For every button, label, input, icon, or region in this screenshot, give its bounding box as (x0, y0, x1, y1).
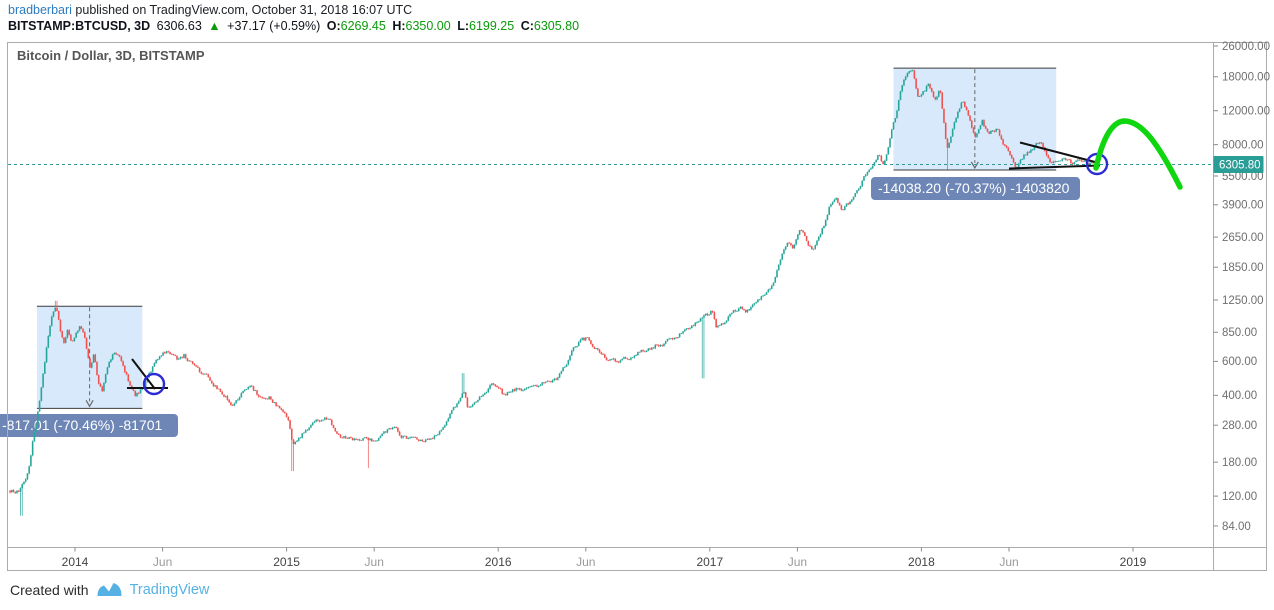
created-with-text: Created with (10, 581, 89, 598)
price-badge (1213, 156, 1264, 174)
price-tick-label: 84.00 (1222, 521, 1251, 533)
price-tick-label: 850.00 (1222, 327, 1257, 339)
symbol-name[interactable]: BITSTAMP:BTCUSD, 3D (8, 19, 151, 33)
price-tick-label: 1250.00 (1222, 295, 1264, 307)
user-drawings[interactable] (127, 118, 1183, 396)
projection-curve-drawing[interactable] (1093, 118, 1183, 190)
close-label: C: (520, 19, 534, 33)
price-tick-label: 3900.00 (1222, 200, 1264, 212)
price-tick-label: 600.00 (1222, 356, 1257, 368)
footer: Created with TradingView (10, 580, 209, 599)
trend-line[interactable] (131, 358, 156, 390)
time-tick-label: Jun (365, 555, 384, 569)
open-value: 6269.45 (340, 19, 386, 33)
quote-last-price: 6306.63 (156, 19, 202, 33)
arrow-down-icon (85, 400, 94, 408)
publish-text: published on TradingView.com, October 31… (71, 3, 413, 17)
time-tick-label: Jun (788, 555, 807, 569)
publish-line: bradberbari published on TradingView.com… (8, 3, 412, 17)
tradingview-logo-icon (97, 583, 122, 596)
arrow-down-icon (970, 161, 979, 170)
low-label: L: (457, 19, 470, 33)
open-label: O: (326, 19, 341, 33)
time-axis[interactable]: 2014 Jun 2015 Jun 2016 Jun 2017 Jun 2018 Jun 2019 (62, 547, 1147, 570)
chart-pane-title: Bitcoin / Dollar, 3D, BITSTAMP (17, 48, 205, 63)
time-tick-label: 2014 (62, 555, 89, 569)
price-tick-label: 180.00 (1222, 457, 1257, 469)
time-tick-label: Jun (153, 555, 172, 569)
chart-frame (7, 42, 1267, 571)
ellipse-drawing[interactable] (142, 372, 166, 396)
price-tick-label: 400.00 (1222, 390, 1257, 402)
candles-layer (9, 69, 1098, 516)
range-measure-label-1[interactable]: -817.01 (-70.46%) -81701 (0, 414, 178, 437)
range-measure-label-2[interactable]: -14038.20 (-70.37%) -1403820 (871, 177, 1080, 200)
price-tick-label: 280.00 (1222, 420, 1257, 432)
price-tick-label: 26000.00 (1222, 41, 1270, 53)
time-tick-label: 2017 (696, 555, 723, 569)
price-tick-label: 1850.00 (1222, 262, 1264, 274)
price-axis[interactable]: 26000.00 18000.00 12000.00 8000.00 5500.00 39… (1213, 41, 1270, 533)
price-tick-label: 18000.00 (1222, 72, 1270, 84)
time-tick-label: 2019 (1120, 555, 1147, 569)
time-tick-label: 2016 (485, 555, 512, 569)
close-value: 6305.80 (533, 19, 580, 33)
low-value: 6199.25 (469, 19, 515, 33)
price-tick-label: 120.00 (1222, 491, 1257, 503)
high-value: 6350.00 (405, 19, 451, 33)
time-tick-label: 2015 (273, 555, 300, 569)
time-tick-label: Jun (999, 555, 1018, 569)
up-arrow-icon: ▲ (208, 19, 221, 33)
price-tick-label: 8000.00 (1222, 139, 1264, 151)
time-tick-label: 2018 (908, 555, 935, 569)
price-tick-label: 2650.00 (1222, 232, 1264, 244)
tradingview-brand-link[interactable]: TradingView (129, 581, 210, 598)
quote-change: +37.17 (+0.59%) (227, 19, 321, 33)
price-badge-label: 6305.80 (1219, 159, 1261, 171)
trend-line[interactable] (1019, 141, 1098, 164)
trend-line[interactable] (1008, 164, 1101, 170)
high-label: H: (392, 19, 406, 33)
time-tick-label: Jun (576, 555, 595, 569)
quote-line: BITSTAMP:BTCUSD, 3D 6306.63 ▲ +37.17 (+0… (8, 19, 582, 33)
down-candle-bodies (9, 70, 1098, 494)
price-tick-label: 12000.00 (1222, 106, 1270, 118)
author-link[interactable]: bradberbari (8, 3, 72, 17)
price-tick-label: 5500.00 (1222, 171, 1264, 183)
date-price-range-drawings[interactable] (36, 67, 1057, 409)
